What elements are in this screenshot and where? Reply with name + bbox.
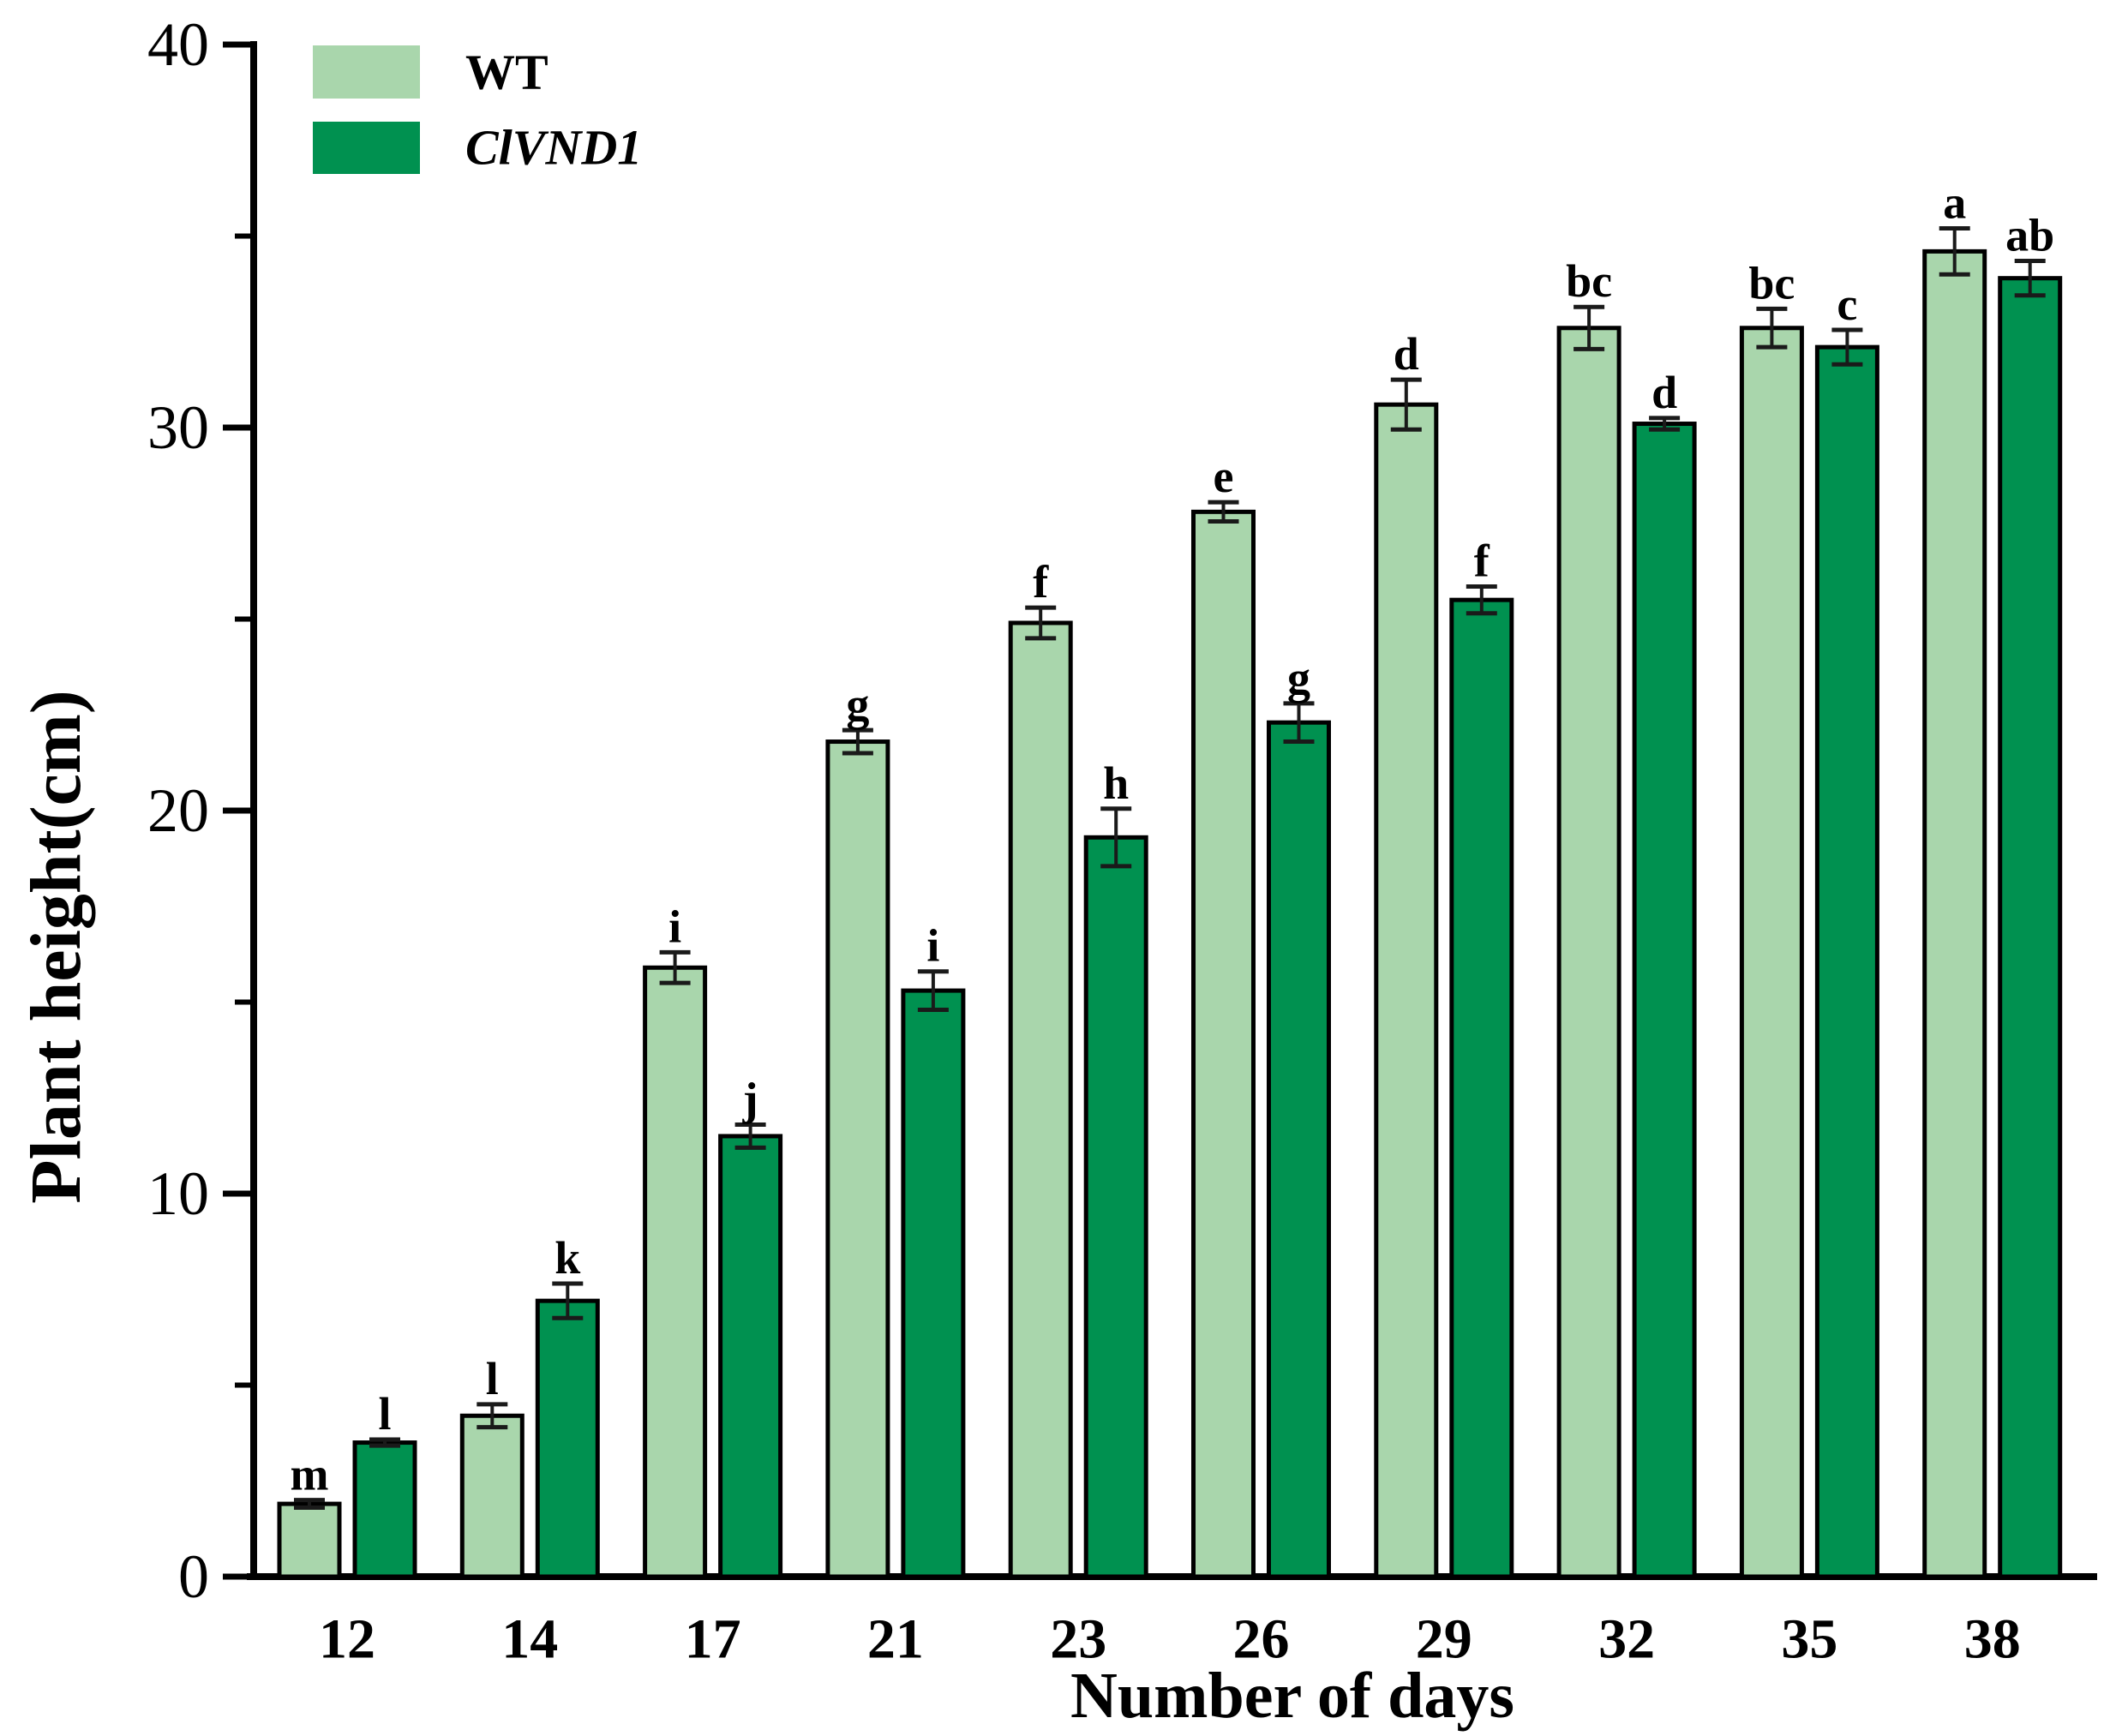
x-tick-label-day14: 14: [501, 1607, 558, 1670]
sig-letter-ClVND1-day35: c: [1837, 278, 1857, 330]
sig-letter-WT-day35: bc: [1748, 257, 1795, 308]
x-tick-label-day32: 32: [1598, 1607, 1655, 1670]
bar-ClVND1-day32: [1632, 422, 1697, 1579]
legend-swatch-WT: [313, 45, 420, 99]
sig-letter-WT-day32: bc: [1566, 255, 1612, 307]
sig-letter-ClVND1-day29: f: [1474, 536, 1490, 587]
bar-WT-day35: [1739, 326, 1804, 1579]
legend-label-ClVND1: ClVND1: [465, 120, 642, 176]
x-tick-label-day12: 12: [319, 1607, 375, 1670]
bar-ClVND1-day14: [535, 1298, 600, 1579]
bar-ClVND1-day23: [1083, 835, 1148, 1579]
sig-letter-ClVND1-day12: l: [378, 1388, 391, 1440]
bar-ClVND1-day26: [1267, 720, 1331, 1579]
sig-letter-ClVND1-day26: g: [1287, 652, 1310, 703]
x-tick-label-day35: 35: [1781, 1607, 1837, 1670]
y-tick-label-40: 40: [147, 10, 209, 79]
sig-letter-ClVND1-day21: i: [926, 920, 939, 972]
sig-letter-ClVND1-day32: d: [1651, 367, 1677, 418]
bar-WT-day29: [1374, 402, 1439, 1579]
x-tick-label-day26: 26: [1233, 1607, 1290, 1670]
y-tick-label-0: 0: [178, 1542, 209, 1611]
x-tick-label-day38: 38: [1964, 1607, 2021, 1670]
bar-ClVND1-day17: [718, 1134, 783, 1579]
bar-WT-day14: [459, 1413, 525, 1579]
sig-letter-WT-day17: i: [668, 901, 681, 952]
y-tick-label-30: 30: [147, 393, 209, 462]
bar-ClVND1-day29: [1449, 597, 1514, 1579]
sig-letter-ClVND1-day14: k: [554, 1232, 580, 1284]
sig-letter-WT-day14: l: [486, 1353, 499, 1404]
sig-letter-ClVND1-day17: j: [742, 1074, 758, 1125]
x-tick-label-day29: 29: [1416, 1607, 1472, 1670]
bar-WT-day12: [277, 1501, 342, 1579]
sig-letter-ClVND1-day38: ab: [2005, 210, 2054, 261]
bar-WT-day23: [1008, 620, 1073, 1579]
sig-letter-WT-day26: e: [1214, 451, 1234, 502]
bar-WT-day17: [643, 965, 708, 1579]
bar-WT-day26: [1191, 509, 1256, 1579]
bar-ClVND1-day21: [901, 988, 966, 1579]
bar-ClVND1-day38: [1998, 276, 2063, 1579]
x-tick-label-day21: 21: [867, 1607, 924, 1670]
sig-letter-WT-day29: d: [1394, 328, 1419, 380]
y-axis-title: Plant height(cm): [16, 690, 96, 1204]
x-tick-label-day17: 17: [685, 1607, 741, 1670]
bar-ClVND1-day35: [1814, 344, 1879, 1579]
bar-ClVND1-day12: [352, 1440, 417, 1579]
sig-letter-WT-day12: m: [291, 1449, 329, 1500]
sig-letter-WT-day21: g: [846, 679, 869, 730]
sig-letter-WT-day38: a: [1943, 177, 1966, 229]
y-tick-label-20: 20: [147, 776, 209, 845]
sig-letter-WT-day23: f: [1033, 556, 1049, 608]
x-tick-label-day23: 23: [1050, 1607, 1106, 1670]
y-tick-label-10: 10: [147, 1159, 209, 1228]
bar-WT-day21: [825, 739, 890, 1579]
legend-swatch-ClVND1: [313, 122, 420, 174]
bar-WT-day38: [1922, 248, 1987, 1579]
legend-label-WT: WT: [465, 45, 548, 100]
x-axis-title: Number of days: [1070, 1660, 1514, 1732]
bar-WT-day32: [1556, 326, 1621, 1579]
sig-letter-ClVND1-day23: h: [1103, 757, 1129, 809]
